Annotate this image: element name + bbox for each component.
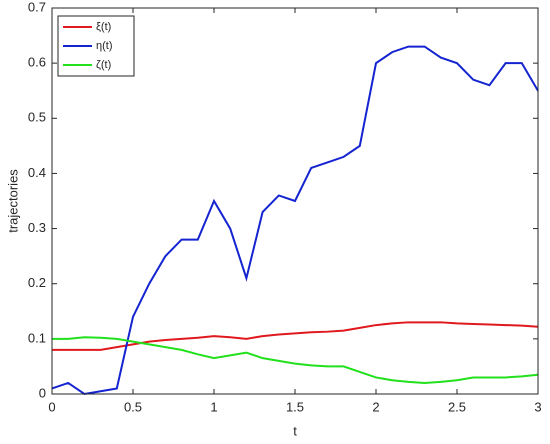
y-axis-label: trajectories (5, 169, 20, 233)
series-line (52, 336, 539, 384)
y-tick-label: 0.4 (28, 165, 46, 180)
series-line (51, 45, 539, 396)
y-tick-label: 0.1 (28, 330, 46, 345)
y-tick-label: 0.7 (28, 0, 46, 14)
x-tick-label: 0.5 (124, 399, 142, 414)
x-tick-label: 0 (48, 399, 55, 414)
x-tick-label: 3 (534, 399, 541, 414)
x-tick-label: 1 (210, 399, 217, 414)
series-line (52, 321, 539, 351)
plot-frame (51, 7, 539, 395)
x-tick-label: 2.5 (448, 399, 466, 414)
y-tick-label: 0 (39, 385, 46, 400)
legend-label: η(t) (96, 40, 113, 52)
legend-label: ζ(t) (96, 59, 111, 71)
y-tick-label: 0.5 (28, 110, 46, 125)
legend-label: ξ(t) (96, 21, 111, 33)
y-tick-label: 0.6 (28, 55, 46, 70)
x-axis-label: t (293, 423, 297, 438)
x-tick-label: 2 (372, 399, 379, 414)
y-tick-label: 0.2 (28, 275, 46, 290)
y-tick-label: 0.3 (28, 220, 46, 235)
x-tick-label: 1.5 (286, 399, 304, 414)
